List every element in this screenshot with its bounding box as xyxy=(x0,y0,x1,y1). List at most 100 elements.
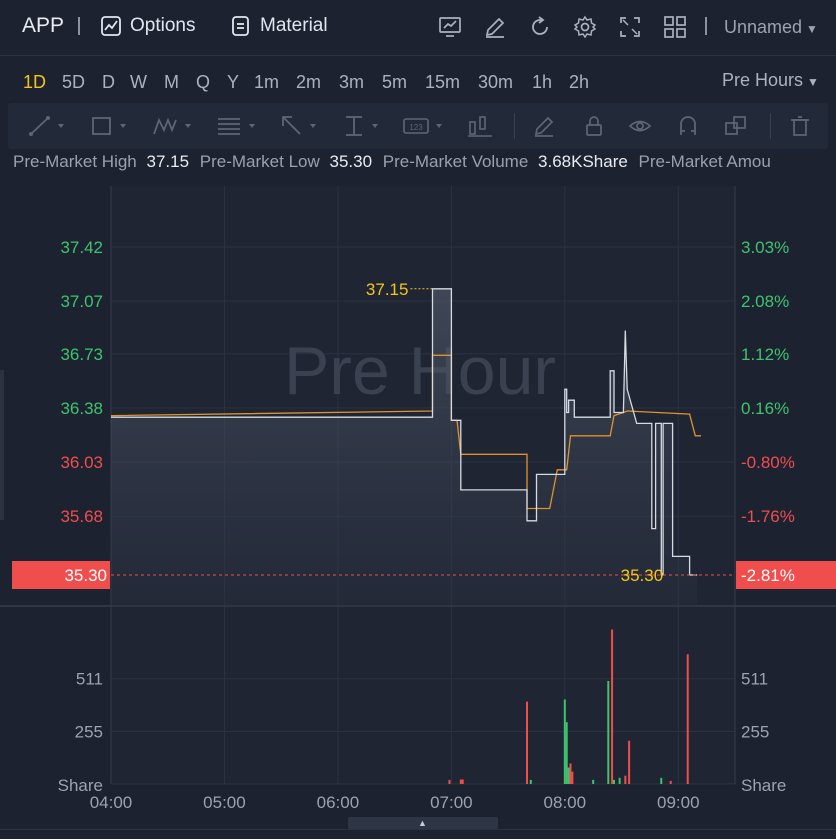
period-1m[interactable]: 1m xyxy=(254,72,280,92)
volume-bar xyxy=(459,779,462,784)
price-tick-left: 36.73 xyxy=(60,345,103,364)
period-5m[interactable]: 5m xyxy=(382,72,408,92)
volume-bar xyxy=(618,777,621,784)
session-select[interactable]: Pre Hours ▼ xyxy=(722,70,819,91)
footer-bar xyxy=(0,829,836,839)
fullscreen-icon[interactable] xyxy=(617,14,643,40)
volume-bar xyxy=(624,775,627,784)
volume-bar xyxy=(612,779,615,784)
volume-bar xyxy=(563,699,566,784)
fibonacci-icon[interactable] xyxy=(216,114,260,138)
volume-bar xyxy=(565,722,568,784)
price-tick-left: 37.07 xyxy=(60,292,103,311)
period-3m[interactable]: 3m xyxy=(339,72,365,92)
volume-bar xyxy=(611,629,614,784)
rectangle-tool-icon[interactable] xyxy=(90,114,130,138)
price-tick-left: 37.42 xyxy=(60,238,103,257)
period-5d[interactable]: 5D xyxy=(62,72,86,92)
volume-bar xyxy=(571,771,574,784)
layout-select[interactable]: Unnamed ▼ xyxy=(724,17,818,38)
period-1h[interactable]: 1h xyxy=(532,72,553,92)
premarket-low-label: Pre-Market Low xyxy=(199,152,320,171)
volume-tick-right: Share xyxy=(741,776,786,795)
premarket-volume-label: Pre-Market Volume xyxy=(382,152,529,171)
volume-tick-right: 255 xyxy=(741,722,769,741)
volume-bar xyxy=(669,780,672,784)
intraday-chart[interactable]: Pre Hour 37.15 35.30 37.42 37.07 36.73 36.38… xyxy=(0,186,836,816)
trash-icon[interactable] xyxy=(788,114,812,138)
magnet-icon[interactable] xyxy=(676,114,700,138)
refresh-icon[interactable] xyxy=(527,14,553,40)
divider xyxy=(514,113,515,139)
options-chart-icon xyxy=(101,16,121,36)
high-low-markers: 37.15 35.30 xyxy=(111,280,735,585)
period-30m[interactable]: 30m xyxy=(478,72,514,92)
volume-bar xyxy=(461,779,464,784)
options-button[interactable]: Options xyxy=(100,15,195,37)
period-d[interactable]: D xyxy=(102,72,115,92)
volume-bars xyxy=(448,629,689,784)
price-line xyxy=(111,288,698,576)
time-tick: 09:00 xyxy=(657,793,700,812)
divider xyxy=(770,113,771,139)
period-1d[interactable]: 1D xyxy=(23,72,47,92)
volume-bar xyxy=(607,681,610,784)
last-change-box xyxy=(736,561,836,589)
price-tick-left: 36.38 xyxy=(60,399,103,418)
price-tick-left: 35.68 xyxy=(60,507,103,526)
percent-tick-right: 0.16% xyxy=(741,399,789,418)
volume-bar xyxy=(686,654,689,784)
volume-tick-right: 511 xyxy=(741,670,768,689)
material-label: Material xyxy=(260,15,328,36)
svg-text:123: 123 xyxy=(409,123,423,132)
session-label: Pre Hours xyxy=(722,70,804,90)
volume-bar xyxy=(448,779,451,784)
text-label-icon[interactable]: 123 xyxy=(402,114,448,138)
percent-tick-right: -1.76% xyxy=(741,507,795,526)
volume-bar xyxy=(660,777,663,784)
side-panel-toggle[interactable] xyxy=(0,370,4,520)
period-y[interactable]: Y xyxy=(227,72,240,92)
chart-scrollbar[interactable] xyxy=(348,817,498,829)
arrow-tool-icon[interactable] xyxy=(280,114,320,138)
time-tick: 06:00 xyxy=(317,793,360,812)
grid-layout-icon[interactable] xyxy=(662,14,688,40)
time-tick: 07:00 xyxy=(430,793,473,812)
eye-icon[interactable] xyxy=(628,114,652,138)
period-2m[interactable]: 2m xyxy=(296,72,322,92)
period-w[interactable]: W xyxy=(130,72,147,92)
period-q[interactable]: Q xyxy=(196,72,211,92)
candle-icon[interactable] xyxy=(466,114,496,138)
premarket-high-label: Pre-Market High xyxy=(13,152,137,171)
material-button[interactable]: Material xyxy=(230,15,328,37)
period-2h[interactable]: 2h xyxy=(569,72,590,92)
wave-pattern-icon[interactable] xyxy=(152,114,196,138)
volume-tick-left: Share xyxy=(58,776,103,795)
document-icon xyxy=(232,16,249,36)
period-15m[interactable]: 15m xyxy=(425,72,461,92)
edit-icon[interactable] xyxy=(482,14,508,40)
settings-gear-icon[interactable] xyxy=(572,14,598,40)
volume-bar xyxy=(569,763,572,784)
caret-down-icon: ▼ xyxy=(807,75,819,89)
last-price-box xyxy=(12,561,110,589)
lock-icon[interactable] xyxy=(582,114,606,138)
time-tick: 08:00 xyxy=(544,793,587,812)
measure-tool-icon[interactable] xyxy=(342,114,382,138)
premarket-amount-label: Pre-Market Amou xyxy=(638,152,771,171)
ticker-symbol[interactable]: APP xyxy=(22,14,65,37)
indicator-monitor-icon[interactable] xyxy=(437,14,463,40)
layers-icon[interactable] xyxy=(724,114,748,138)
up-arrow-icon[interactable]: ▲ xyxy=(418,818,427,828)
chart-axes: 37.42 37.07 36.73 36.38 36.03 35.68 3.03% 2.08%… xyxy=(12,238,836,812)
premarket-volume-value: 3.68KShare xyxy=(538,152,628,171)
time-tick: 05:00 xyxy=(203,793,246,812)
price-tick-left: 36.03 xyxy=(60,453,103,472)
low-marker-label: 35.30 xyxy=(621,566,664,585)
last-price-label: 35.30 xyxy=(64,566,107,585)
high-marker-label: 37.15 xyxy=(366,280,409,299)
period-bar: 1D 5D D W M Q Y 1m 2m 3m 5m 15m 30m 1h 2… xyxy=(0,56,836,102)
trend-line-icon[interactable] xyxy=(28,114,68,138)
pencil-icon[interactable] xyxy=(532,114,556,138)
period-m[interactable]: M xyxy=(164,72,179,92)
